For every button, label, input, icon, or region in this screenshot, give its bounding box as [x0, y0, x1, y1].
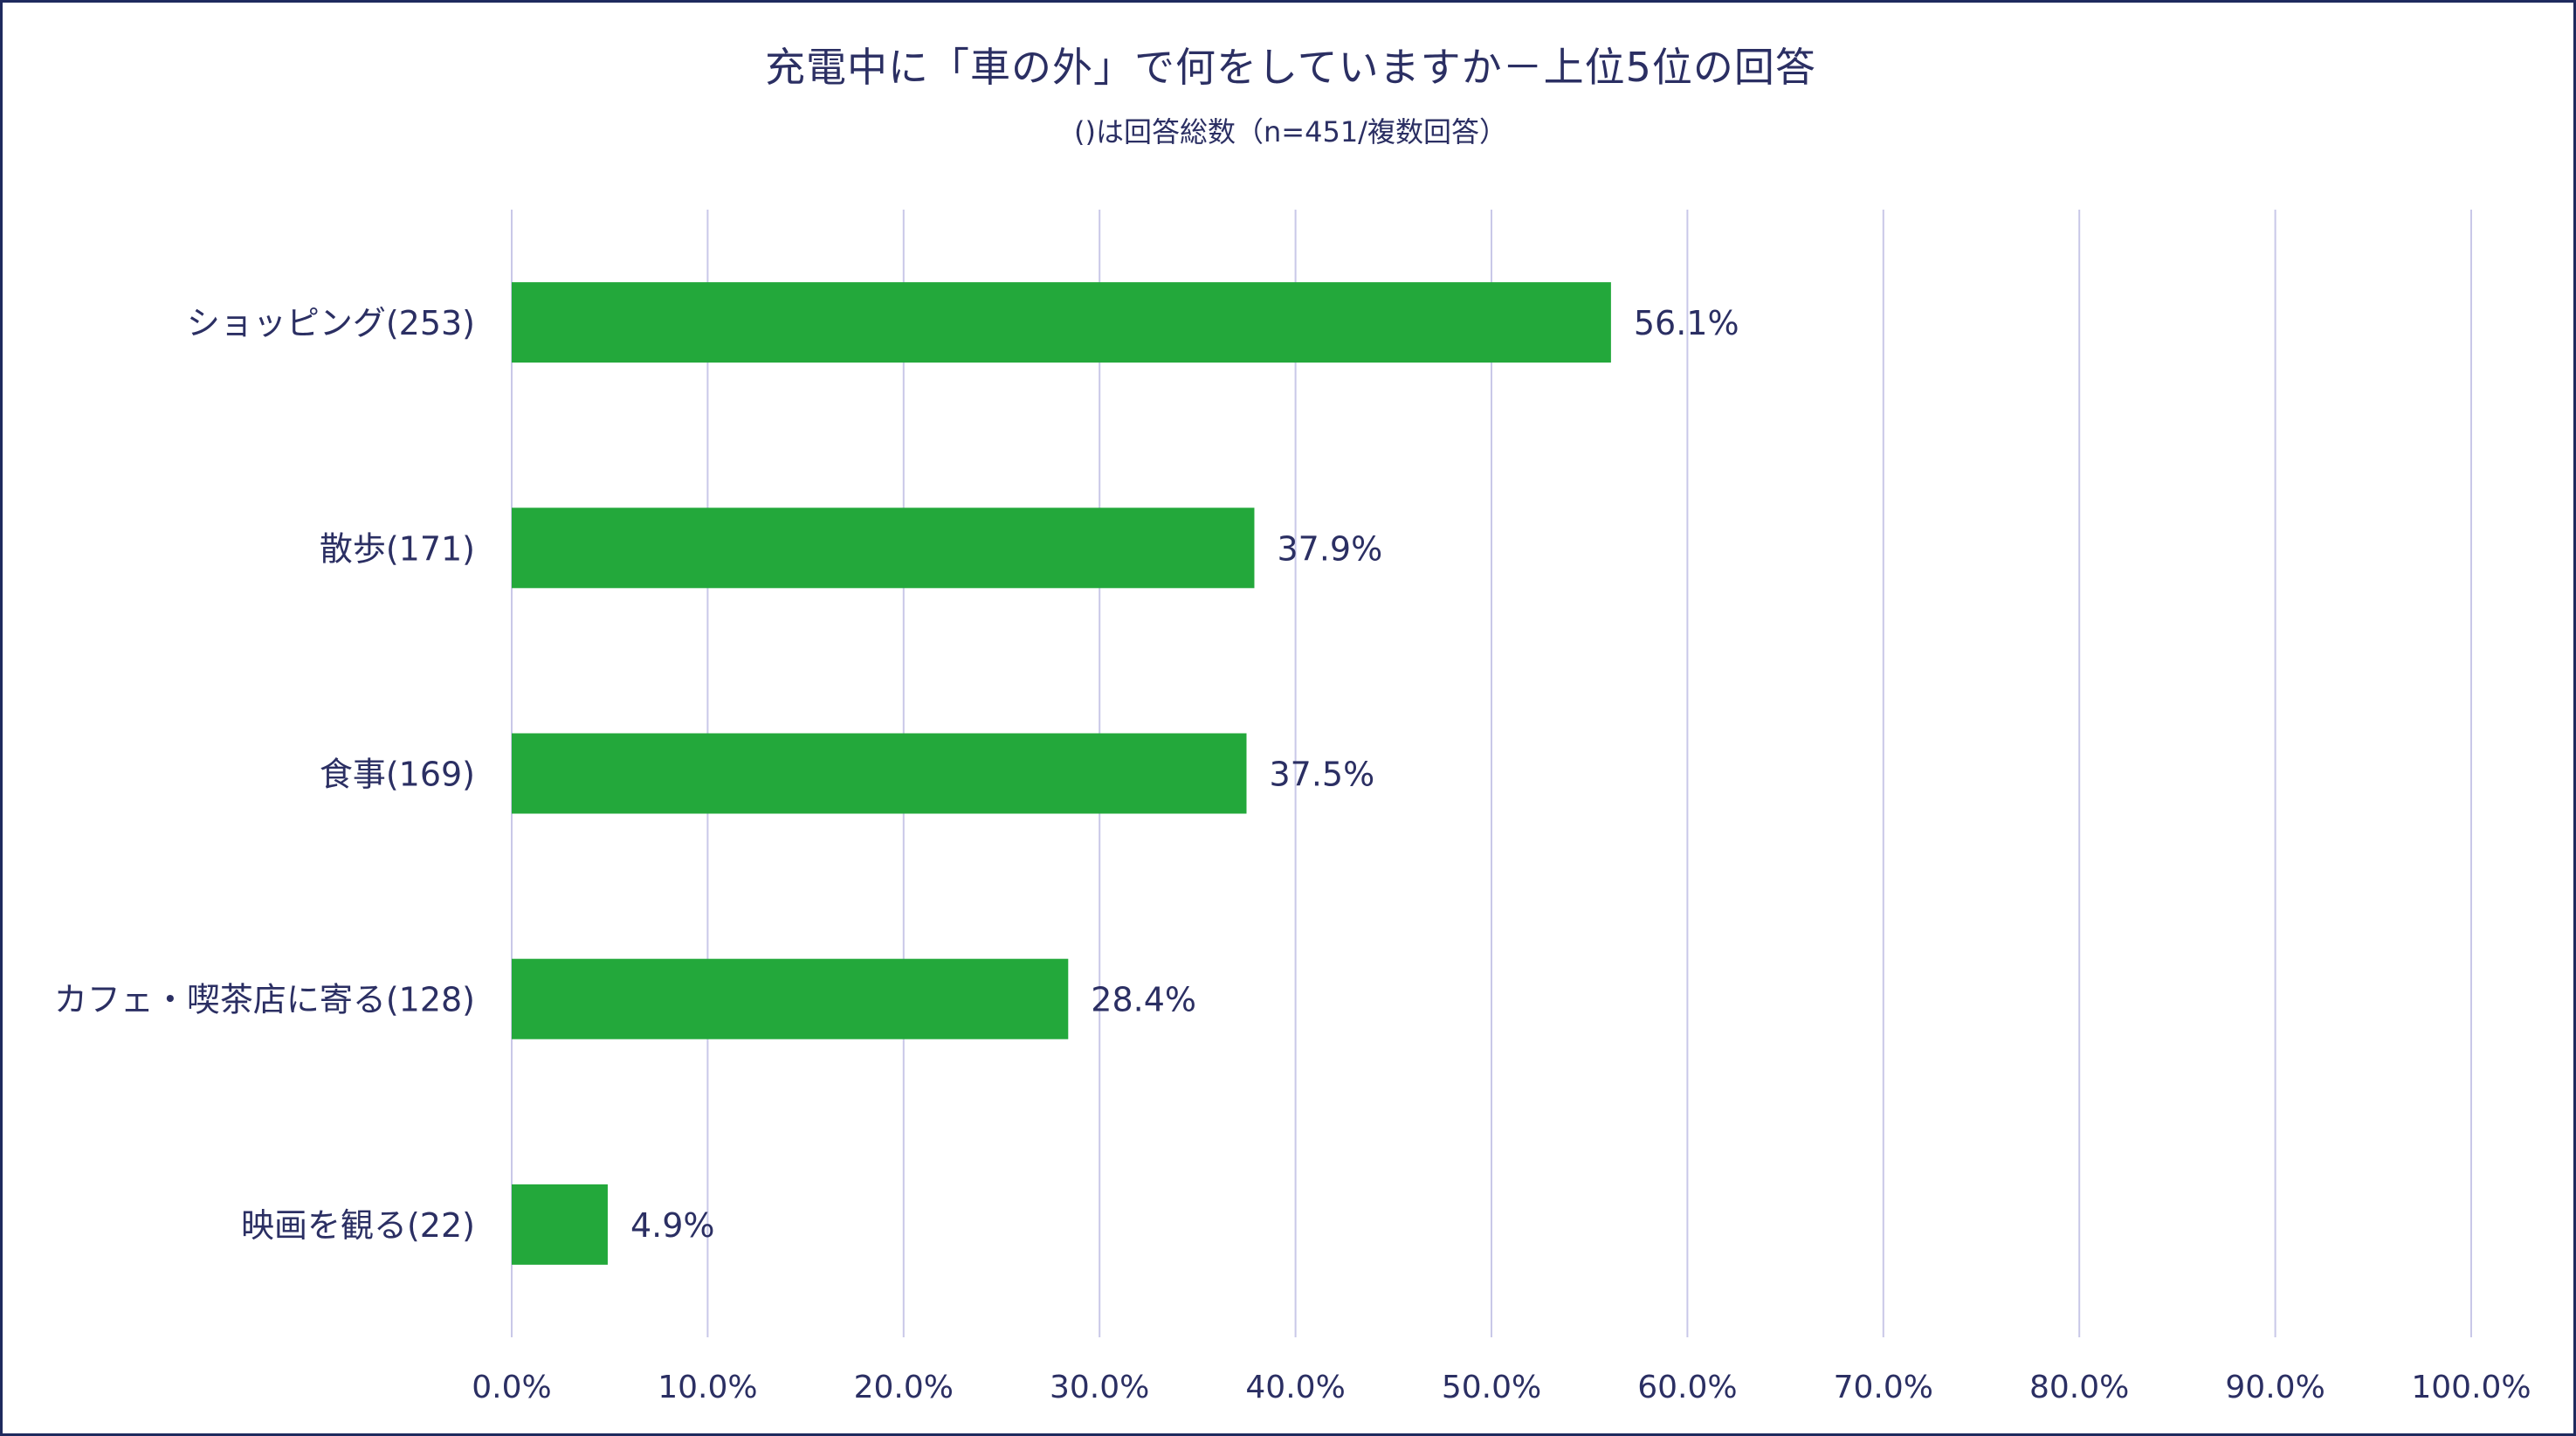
bar — [512, 507, 1255, 589]
x-tick-label: 60.0% — [1637, 1370, 1737, 1405]
category-label: 散歩(171) — [320, 529, 475, 568]
bar — [512, 282, 1611, 363]
x-tick-label: 30.0% — [1050, 1370, 1149, 1405]
value-label: 37.5% — [1270, 756, 1375, 794]
bar-chart: ショッピング(253) 散歩(171) 食事(169) カフェ・喫茶店に寄る(128)… — [54, 210, 2531, 1405]
value-label: 56.1% — [1634, 304, 1739, 342]
chart-title: 充電中に「車の外」で何をしていますか－上位5位の回答 — [765, 44, 1816, 91]
x-tick-label: 80.0% — [2029, 1370, 2129, 1405]
category-label: ショッピング(253) — [187, 304, 475, 342]
category-label: 映画を観る(22) — [241, 1206, 475, 1245]
bar — [512, 958, 1069, 1039]
category-labels: ショッピング(253) 散歩(171) 食事(169) カフェ・喫茶店に寄る(128)… — [54, 304, 475, 1245]
value-label: 28.4% — [1091, 981, 1196, 1019]
x-tick-label: 100.0% — [2411, 1370, 2531, 1405]
x-tick-label: 0.0% — [472, 1370, 551, 1405]
x-tick-label: 40.0% — [1245, 1370, 1345, 1405]
category-label: 食事(169) — [320, 756, 475, 794]
bars — [512, 282, 1611, 1265]
value-label: 37.9% — [1277, 529, 1382, 568]
x-axis-ticks: 0.0% 10.0% 20.0% 30.0% 40.0% 50.0% 60.0% 70.0% 8… — [472, 1370, 2531, 1405]
x-tick-label: 50.0% — [1442, 1370, 1541, 1405]
category-label: カフェ・喫茶店に寄る(128) — [54, 981, 475, 1019]
x-tick-label: 10.0% — [658, 1370, 757, 1405]
bar — [512, 733, 1247, 814]
chart-subtitle: ()は回答総数（n=451/複数回答） — [1074, 115, 1507, 148]
x-tick-label: 70.0% — [1834, 1370, 1933, 1405]
value-labels: 56.1% 37.9% 37.5% 28.4% 4.9% — [630, 304, 1739, 1245]
x-tick-label: 20.0% — [854, 1370, 954, 1405]
bar — [512, 1184, 608, 1265]
x-tick-label: 90.0% — [2225, 1370, 2325, 1405]
grid-lines — [511, 210, 2472, 1337]
value-label: 4.9% — [630, 1206, 715, 1245]
